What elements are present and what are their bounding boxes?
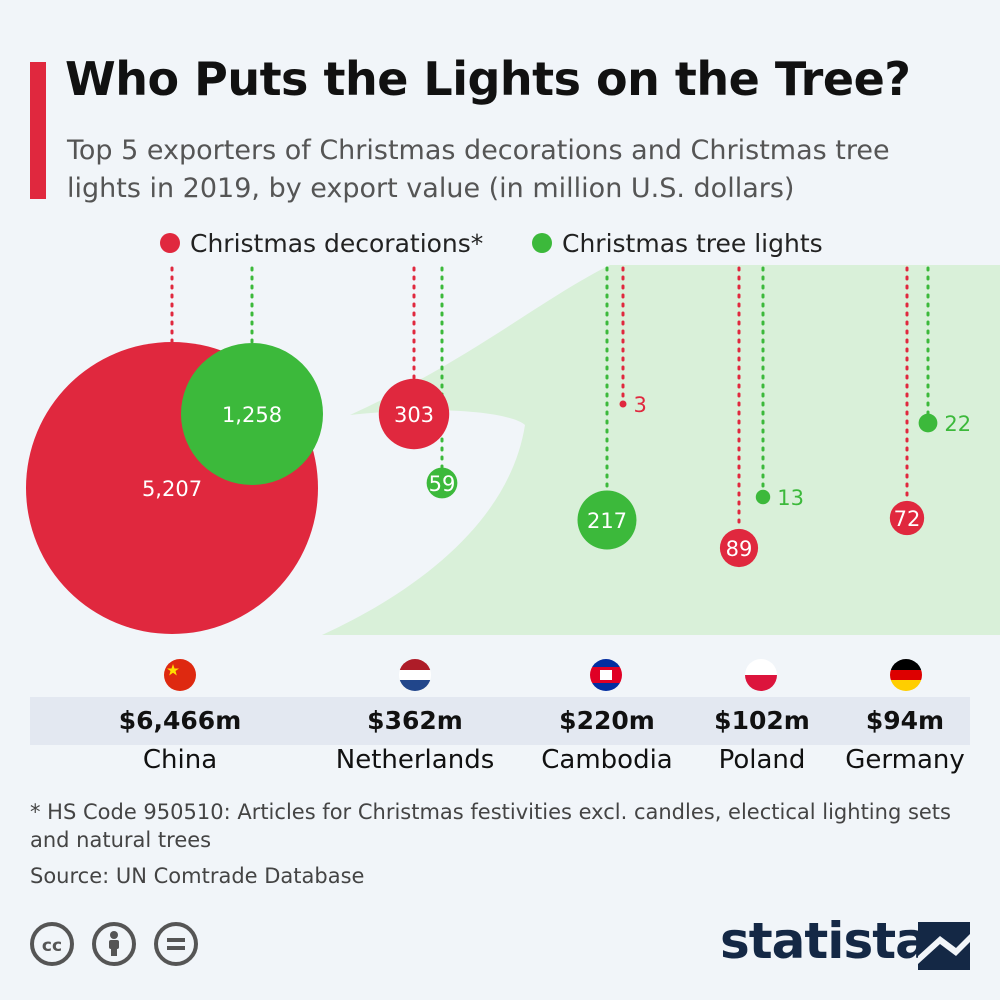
netherlands-lights-label: 59 <box>429 472 456 496</box>
poland-lights-bubble <box>755 489 771 505</box>
germany-lights-bubble <box>918 413 938 433</box>
totals-band <box>30 697 970 745</box>
china-decor-label: 5,207 <box>142 477 202 501</box>
cambodia-country-name: Cambodia <box>541 745 673 775</box>
cambodia-total-value: $220m <box>559 706 655 735</box>
poland-total-value: $102m <box>714 706 810 735</box>
netherlands-flag-icon <box>399 659 431 691</box>
page-subtitle: Top 5 exporters of Christmas decorations… <box>67 135 890 204</box>
footnote: * HS Code 950510: Articles for Christmas… <box>30 800 951 852</box>
tree-background-shape <box>322 265 1000 635</box>
china-flag-icon <box>164 659 196 691</box>
legend-marker-decorations <box>160 233 180 253</box>
attribution-icon[interactable] <box>92 922 136 966</box>
poland-decor-bubble <box>719 528 759 568</box>
germany-decor-label: 72 <box>894 507 921 531</box>
legend: Christmas decorations* Christmas tree li… <box>160 229 823 258</box>
germany-country-name: Germany <box>845 745 965 775</box>
germany-flag-icon <box>890 659 922 691</box>
legend-label-lights: Christmas tree lights <box>562 229 823 258</box>
cambodia-decor-label: 3 <box>634 393 647 417</box>
germany-total-value: $94m <box>865 706 945 735</box>
netherlands-country-name: Netherlands <box>335 745 495 775</box>
china-country-name: China <box>142 745 218 775</box>
china-total-value: $6,466m <box>118 706 242 735</box>
cambodia-lights-bubble <box>577 490 637 550</box>
bubble-chart: 5,207 1,258 303 59 3 217 89 13 72 22 Christmas de… <box>26 229 1000 635</box>
china-lights-label: 1,258 <box>222 403 282 427</box>
cambodia-decor-bubble <box>619 400 627 408</box>
statista-logo-text: statista <box>720 912 929 970</box>
cc-icon[interactable]: cc <box>30 922 74 966</box>
no-derivatives-icon[interactable] <box>154 922 198 966</box>
page-title: Who Puts the Lights on the Tree? <box>65 52 911 106</box>
cambodia-lights-label: 217 <box>587 509 627 533</box>
netherlands-decor-label: 303 <box>394 403 434 427</box>
source-note: Source: UN Comtrade Database <box>30 864 365 888</box>
netherlands-total-value: $362m <box>367 706 463 735</box>
germany-decor-bubble <box>889 500 925 536</box>
china-lights-bubble <box>181 343 323 485</box>
svg-text:cc: cc <box>42 936 62 956</box>
title-accent-bar <box>30 62 46 199</box>
poland-decor-label: 89 <box>726 537 753 561</box>
cambodia-flag-icon <box>590 659 622 691</box>
legend-label-decorations: Christmas decorations* <box>190 229 483 258</box>
poland-country-name: Poland <box>718 745 806 775</box>
poland-lights-label: 13 <box>777 486 804 510</box>
statista-logo-icon <box>918 922 970 970</box>
netherlands-decor-bubble <box>378 378 450 450</box>
germany-lights-label: 22 <box>944 412 971 436</box>
poland-flag-icon <box>745 659 777 691</box>
legend-marker-lights <box>532 233 552 253</box>
netherlands-lights-bubble <box>426 467 458 499</box>
